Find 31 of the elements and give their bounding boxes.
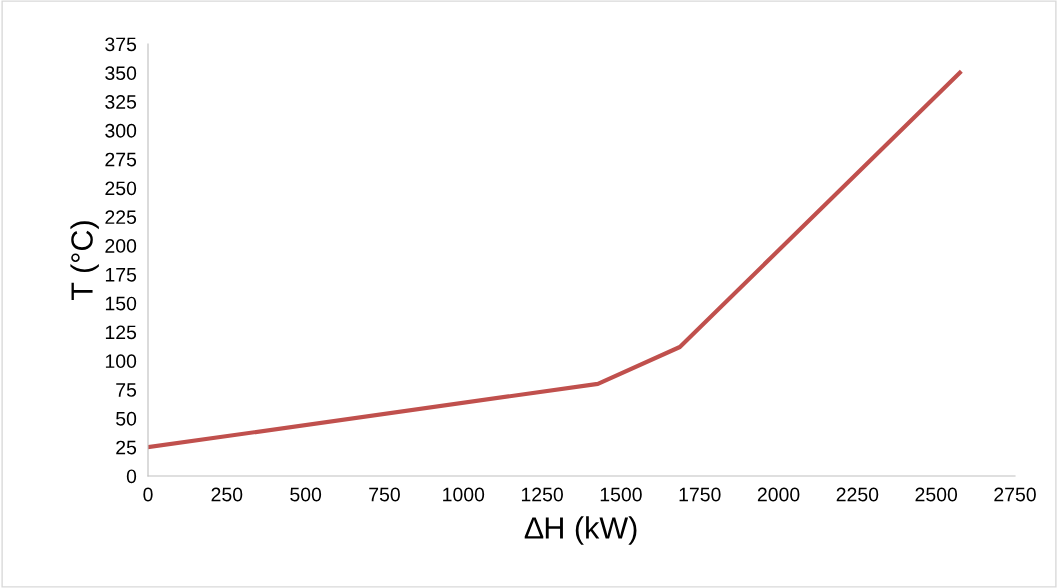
x-tick-label: 2000 (757, 487, 800, 502)
y-tick-label: 375 (105, 37, 137, 52)
y-tick-label: 200 (105, 239, 137, 253)
y-tick-label: 100 (105, 354, 137, 369)
y-tick-label: 25 (116, 440, 137, 455)
x-tick-label: 500 (290, 487, 322, 502)
x-tick-label: 1000 (443, 487, 485, 502)
x-tick-label: 750 (369, 487, 400, 502)
y-tick-label: 125 (105, 325, 137, 340)
y-tick-label: 325 (105, 95, 137, 109)
y-tick-label: 175 (105, 268, 137, 282)
x-tick-label: 1500 (600, 487, 642, 502)
x-tick-label: 250 (211, 487, 243, 502)
y-tick-label: 50 (116, 411, 137, 426)
x-axis-title: ∆H (kW) (524, 516, 637, 545)
y-tick-label: 300 (105, 123, 137, 138)
x-tick-label: 1750 (679, 487, 721, 502)
y-tick-label: 75 (116, 383, 137, 397)
y-tick-label: 275 (105, 152, 137, 167)
y-tick-label: 225 (105, 210, 137, 225)
x-tick-label: 1250 (521, 487, 563, 502)
x-tick-label: 2500 (915, 487, 958, 502)
y-tick-label: 0 (126, 469, 137, 484)
y-tick-label: 350 (105, 66, 137, 81)
x-tick-label: 0 (143, 487, 153, 502)
line-series (148, 70, 962, 450)
y-tick-label: 250 (105, 181, 137, 196)
y-tick-label: 150 (105, 296, 137, 311)
x-tick-label: 2250 (836, 487, 879, 502)
x-tick-label: 2750 (994, 487, 1036, 502)
y-axis-title: T (°C) (70, 221, 99, 300)
